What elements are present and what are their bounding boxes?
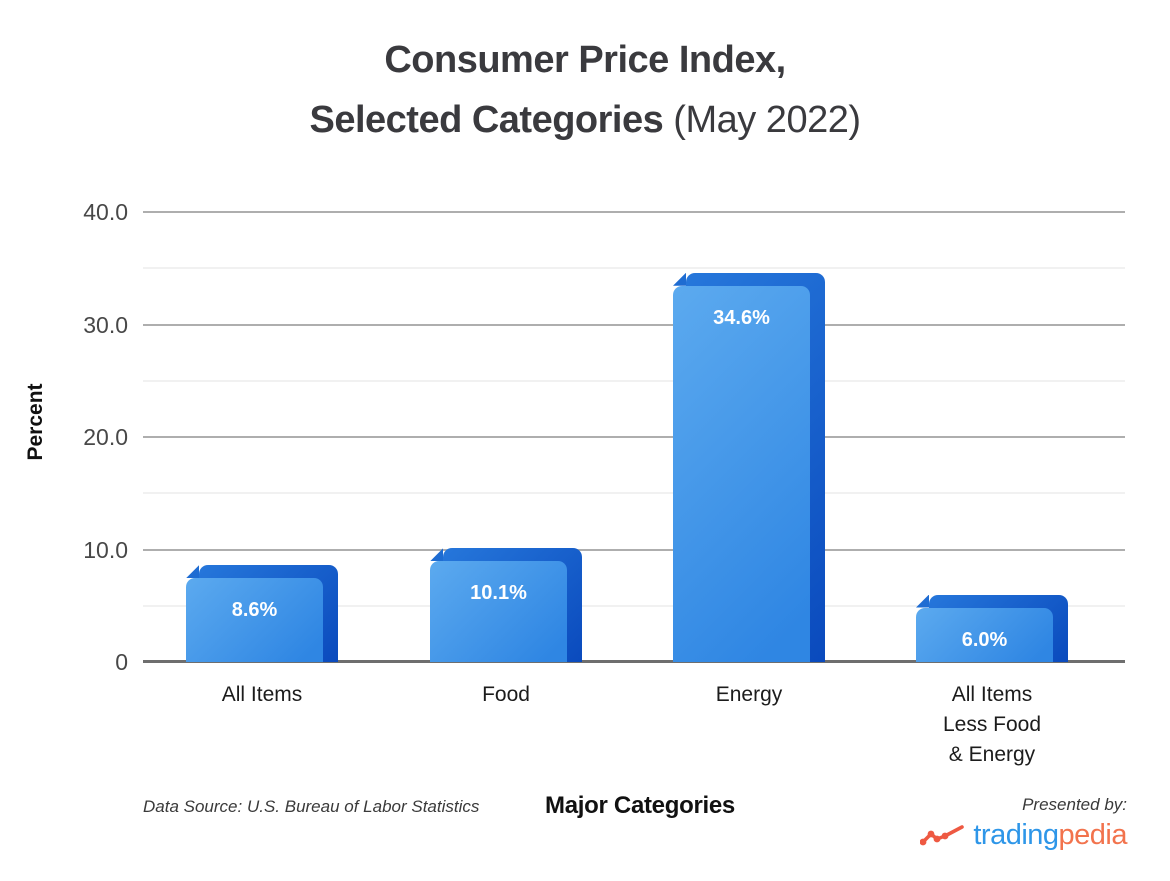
x-category-label-all-items: All Items bbox=[152, 680, 372, 710]
bar-value-label: 6.0% bbox=[961, 628, 1008, 651]
bar-front-face bbox=[916, 607, 1053, 662]
minor-gridline bbox=[143, 492, 1125, 495]
x-category-label-line: & Energy bbox=[948, 743, 1036, 766]
bar-front-face bbox=[186, 578, 323, 662]
bar-energy: 34.6% bbox=[673, 272, 825, 662]
x-category-label-line: Energy bbox=[715, 683, 783, 706]
bar-top-slant bbox=[673, 272, 686, 286]
x-axis-title: Major Categories bbox=[545, 792, 735, 819]
bar-all-items-less-food-energy: 6.0% bbox=[916, 594, 1068, 662]
brand-wordmark: tradingpedia bbox=[973, 819, 1127, 852]
major-gridline bbox=[143, 323, 1125, 326]
x-category-label-energy: Energy bbox=[639, 680, 859, 710]
major-gridline bbox=[143, 436, 1125, 438]
bar-top-slant bbox=[430, 548, 443, 562]
brand-part2: pedia bbox=[1058, 819, 1128, 851]
x-category-label-line: All Items bbox=[951, 683, 1033, 706]
chart-title-line2-bold: Selected Categories bbox=[309, 99, 664, 141]
minor-gridline bbox=[143, 379, 1125, 382]
bar-food: 10.1% bbox=[430, 548, 582, 662]
line-chart-icon bbox=[920, 824, 965, 845]
chart-title-line2-regular: (May 2022) bbox=[663, 99, 861, 141]
bar-value-label: 34.6% bbox=[713, 306, 770, 329]
y-tick-label: 10.0 bbox=[83, 536, 128, 563]
presented-by-block: Presented by: tradingpedia bbox=[920, 795, 1128, 852]
x-category-label-all-items-less-food-energy: All Items Less Food & Energy bbox=[882, 680, 1102, 770]
bar-top-slant bbox=[916, 594, 929, 608]
brand-part1: trading bbox=[973, 819, 1059, 851]
bar-front-face bbox=[673, 285, 810, 662]
chart-title: Consumer Price Index, Selected Categorie… bbox=[0, 30, 1170, 150]
x-axis-line bbox=[143, 660, 1125, 663]
y-tick-label: 20.0 bbox=[83, 424, 128, 450]
y-tick-label: 40.0 bbox=[83, 199, 128, 225]
bar-top-slant bbox=[186, 565, 199, 579]
plot-area: 0 10.0 20.0 30.0 40.0 8.6% All Items 10.1% Food 3… bbox=[83, 199, 1125, 766]
minor-gridline bbox=[143, 604, 1125, 607]
bar-value-label: 10.1% bbox=[470, 582, 527, 605]
data-source-note: Data Source: U.S. Bureau of Labor Statis… bbox=[143, 797, 480, 816]
chart-title-line2: Selected Categories (May 2022) bbox=[0, 90, 1170, 150]
y-tick-label: 0 bbox=[115, 649, 128, 675]
bar-value-label: 8.6% bbox=[231, 599, 278, 622]
x-category-label-line: All Items bbox=[221, 683, 303, 706]
y-tick-label: 30.0 bbox=[83, 311, 128, 338]
chart-title-line1-text: Consumer Price Index, bbox=[384, 39, 786, 81]
brand-logo: tradingpedia bbox=[920, 819, 1128, 852]
major-gridline bbox=[143, 211, 1125, 213]
x-category-label-line: Food bbox=[482, 683, 530, 706]
presented-by-label: Presented by: bbox=[1022, 795, 1127, 814]
bar-front-face bbox=[430, 561, 567, 662]
bar-all-items: 8.6% bbox=[186, 565, 338, 662]
major-gridline bbox=[143, 548, 1125, 551]
x-category-label-line: Less Food bbox=[942, 713, 1042, 736]
chart-title-line1: Consumer Price Index, bbox=[0, 30, 1170, 90]
minor-gridline bbox=[143, 267, 1125, 270]
x-category-label-food: Food bbox=[396, 680, 616, 710]
